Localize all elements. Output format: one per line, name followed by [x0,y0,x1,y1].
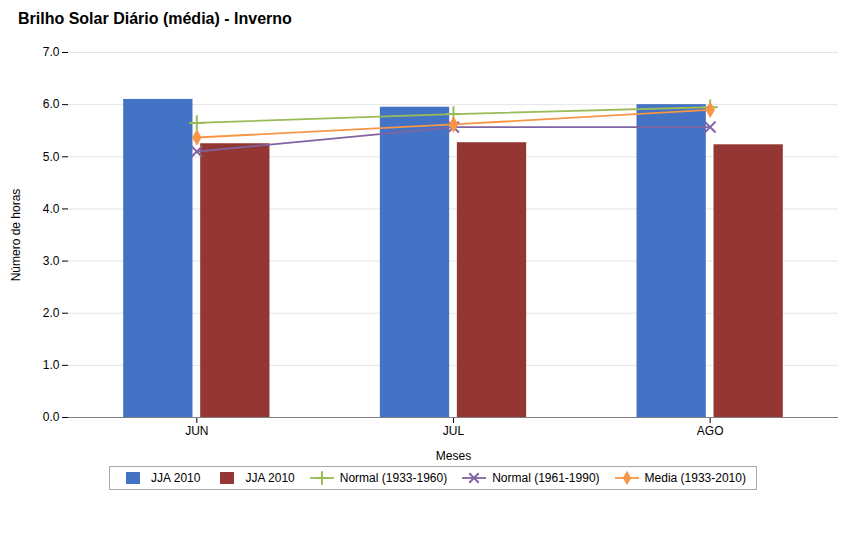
html-text:Normal (1961-1990): Normal (1961-1990) [492,471,600,485]
svg-text:4.0: 4.0 [43,202,60,216]
svg-text:5.0: 5.0 [43,150,60,164]
svg-text:JUL: JUL [443,424,465,438]
svg-text:JUN: JUN [185,424,208,438]
html-text:Brilho Solar Diário (média) -: Brilho Solar Diário (média) - Inverno [18,10,292,27]
html-text:JJA 2010: JJA 2010 [245,471,295,485]
svg-text:1.0: 1.0 [43,358,60,372]
html-text:Normal (1933-1960): Normal (1933-1960) [339,471,448,485]
svg-text:Meses: Meses [436,449,471,463]
html-text:Media (1933-2010): Media (1933-2010) [644,471,746,485]
svg-text:Número de horas: Número de horas [9,189,23,282]
svg-text:AGO: AGO [697,424,724,438]
html-text:JJA 2010: JJA 2010 [151,471,201,485]
svg-text:6.0: 6.0 [43,97,60,111]
svg-text:2.0: 2.0 [43,306,60,320]
svg-text:7.0: 7.0 [43,45,60,59]
svg-text:3.0: 3.0 [43,254,60,268]
svg-text:0.0: 0.0 [43,410,60,424]
